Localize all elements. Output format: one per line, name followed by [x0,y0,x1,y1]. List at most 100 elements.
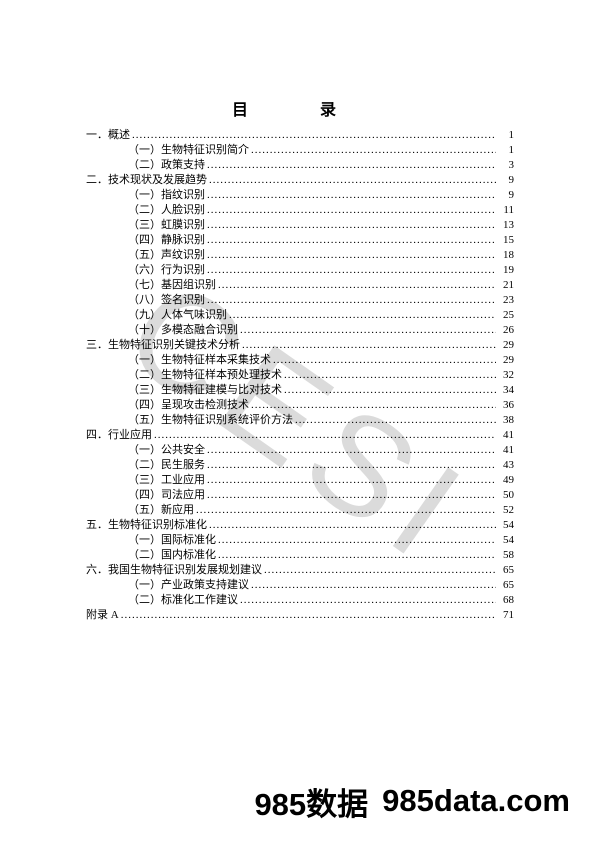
toc-page: 3 [496,158,514,173]
toc-row: 四．行业应用41 [86,428,514,443]
toc-text: 指纹识别 [161,188,205,203]
toc-number: 二． [86,173,108,188]
toc-number: 一． [86,128,108,143]
toc-row: （一）公共安全41 [86,443,514,458]
toc-title: 目 录 [0,96,596,120]
toc-number: （八） [128,293,161,308]
toc-row: （四）司法应用50 [86,488,514,503]
toc-number: （二） [128,203,161,218]
toc-number: （二） [128,458,161,473]
toc-text: 司法应用 [161,488,205,503]
toc-number: 三． [86,338,108,353]
toc-text: 生物特征建模与比对技术 [161,383,282,398]
toc-row: 六．我国生物特征识别发展规划建议65 [86,563,514,578]
toc-page: 32 [496,368,514,383]
toc-number: （五） [128,413,161,428]
toc-page: 52 [496,503,514,518]
page: { "title": "目 录", "watermark": "CESI", "… [0,0,596,842]
toc-row: （一）生物特征识别简介1 [86,143,514,158]
toc-page: 9 [496,188,514,203]
toc-leader-dots [152,428,496,443]
toc-row: （二）标准化工作建议68 [86,593,514,608]
toc-text: 行为识别 [161,263,205,278]
footer-brand-right: 985data.com [382,783,570,819]
toc-leader-dots [205,473,496,488]
toc-text: 工业应用 [161,473,205,488]
toc-text: 概述 [108,128,130,143]
toc-text: 人体气味识别 [161,308,227,323]
toc-leader-dots [205,263,496,278]
toc-row: （二）政策支持 3 [86,158,514,173]
toc-number: （二） [128,158,161,173]
toc-row: （八）签名识别 23 [86,293,514,308]
toc-page: 29 [496,353,514,368]
toc-number: （一） [128,353,161,368]
toc-leader-dots [194,503,496,518]
toc-page: 13 [496,218,514,233]
toc-page: 34 [496,383,514,398]
toc-row: （三）虹膜识别 13 [86,218,514,233]
toc-leader-dots [240,338,496,353]
toc-text: 公共安全 [161,443,205,458]
toc-leader-dots [205,188,496,203]
toc-row: 一．概述1 [86,128,514,143]
toc-number: （三） [128,383,161,398]
toc-text: 呈现攻击检测技术 [161,398,249,413]
toc-leader-dots [205,458,496,473]
toc-leader-dots [216,548,496,563]
toc-text: 生物特征识别标准化 [108,518,207,533]
toc-row: （二）人脸识别11 [86,203,514,218]
toc-text: 民生服务 [161,458,205,473]
toc-leader-dots [205,158,496,173]
toc-row: （一）生物特征样本采集技术29 [86,353,514,368]
toc-number: （三） [128,473,161,488]
toc-page: 1 [496,143,514,158]
toc-number: 四． [86,428,108,443]
toc-page: 49 [496,473,514,488]
toc-page: 50 [496,488,514,503]
toc-page: 41 [496,428,514,443]
toc-row: （五）新应用 52 [86,503,514,518]
toc-number: （九） [128,308,161,323]
toc-text: 国际标准化 [161,533,216,548]
toc-row: （一）指纹识别9 [86,188,514,203]
toc-text: 签名识别 [161,293,205,308]
toc-text: 产业政策支持建议 [161,578,249,593]
toc-row: （六）行为识别19 [86,263,514,278]
toc-row: 三．生物特征识别关键技术分析29 [86,338,514,353]
toc-text: 新应用 [161,503,194,518]
toc-page: 18 [496,248,514,263]
toc-page: 23 [496,293,514,308]
toc-leader-dots [227,308,496,323]
toc-row: （四）静脉识别15 [86,233,514,248]
toc-row: （四）呈现攻击检测技术36 [86,398,514,413]
toc-row: （七）基因组识别21 [86,278,514,293]
toc-row: （二）生物特征样本预处理技术32 [86,368,514,383]
toc-row: 二．技术现状及发展趋势9 [86,173,514,188]
toc-page: 29 [496,338,514,353]
toc-number: （一） [128,533,161,548]
toc-number: （三） [128,218,161,233]
toc-number: （四） [128,398,161,413]
footer-brand-left: 985数据 [254,779,368,824]
toc-leader-dots [130,128,496,143]
toc-row: （一）国际标准化54 [86,533,514,548]
toc-page: 19 [496,263,514,278]
toc-page: 65 [496,578,514,593]
toc-page: 9 [496,173,514,188]
toc-text: 国内标准化 [161,548,216,563]
toc-number: （四） [128,233,161,248]
toc-text: 政策支持 [161,158,205,173]
toc-number: （五） [128,503,161,518]
toc-text: 基因组识别 [161,278,216,293]
toc-text: 虹膜识别 [161,218,205,233]
toc-number: （一） [128,443,161,458]
toc-leader-dots [207,518,496,533]
toc-text: 生物特征样本预处理技术 [161,368,282,383]
toc-page: 58 [496,548,514,563]
toc-page: 43 [496,458,514,473]
toc-row: （九）人体气味识别25 [86,308,514,323]
toc-number: 附录 A [86,608,119,623]
toc-leader-dots [249,578,496,593]
toc-row: （二）国内标准化58 [86,548,514,563]
